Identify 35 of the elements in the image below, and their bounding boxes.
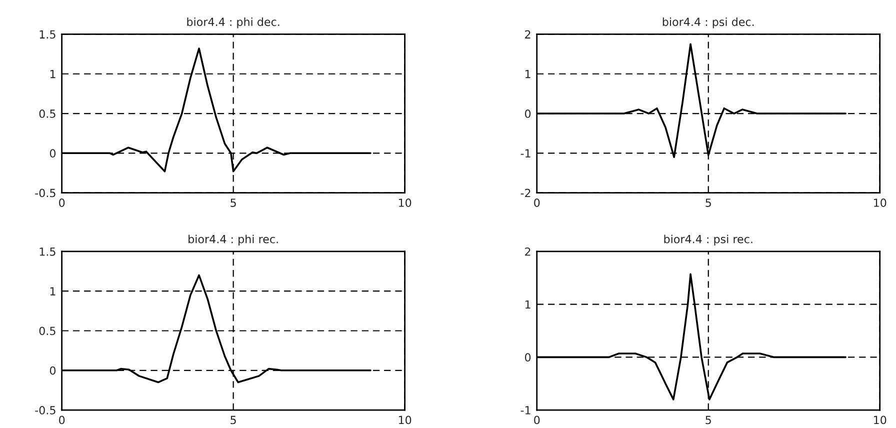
y-tick-label: 0.5: [39, 109, 56, 118]
x-tick-label: 10: [874, 198, 886, 207]
x-tick-label: 5: [230, 198, 236, 207]
y-tick-label: -1: [520, 406, 530, 414]
y-tick-label: 1: [525, 300, 530, 309]
y-tick-label: 1: [50, 287, 56, 296]
x-tick-label: 10: [398, 198, 412, 207]
y-tick-label: -1: [520, 149, 530, 158]
y-tick-label: 2: [525, 247, 530, 256]
y-tick-label: 0: [524, 109, 531, 118]
x-tick-label: 0: [534, 416, 540, 424]
chart-title: bior4.4 : psi dec.: [662, 17, 754, 28]
chart-title: bior4.4 : phi rec.: [188, 234, 278, 246]
x-tick-label: 0: [59, 198, 65, 207]
chart-title: bior4.4 : phi dec.: [187, 17, 280, 28]
y-tick-label: 2: [525, 30, 530, 38]
x-tick-label: 5: [230, 416, 236, 424]
x-tick-label: 5: [706, 416, 711, 424]
x-tick-label: 5: [706, 198, 711, 207]
chart-title: bior4.4 : psi rec.: [664, 234, 752, 246]
x-tick-label: 0: [534, 198, 540, 207]
y-tick-label: 0: [524, 353, 531, 362]
y-tick-label: 0: [50, 366, 56, 375]
y-tick-label: -2: [520, 188, 530, 198]
y-tick-label: 1: [525, 70, 530, 78]
y-tick-label: -0.5: [35, 188, 56, 198]
x-tick-label: 10: [874, 416, 886, 424]
y-tick-label: 1.5: [40, 30, 56, 39]
y-tick-label: 1: [50, 70, 56, 78]
x-tick-label: 0: [59, 416, 65, 424]
y-tick-label: -0.5: [35, 406, 56, 414]
y-tick-label: 1.5: [40, 248, 56, 256]
x-tick-label: 10: [398, 416, 412, 424]
y-tick-label: 0.5: [39, 326, 56, 336]
y-tick-label: 0: [50, 149, 56, 158]
